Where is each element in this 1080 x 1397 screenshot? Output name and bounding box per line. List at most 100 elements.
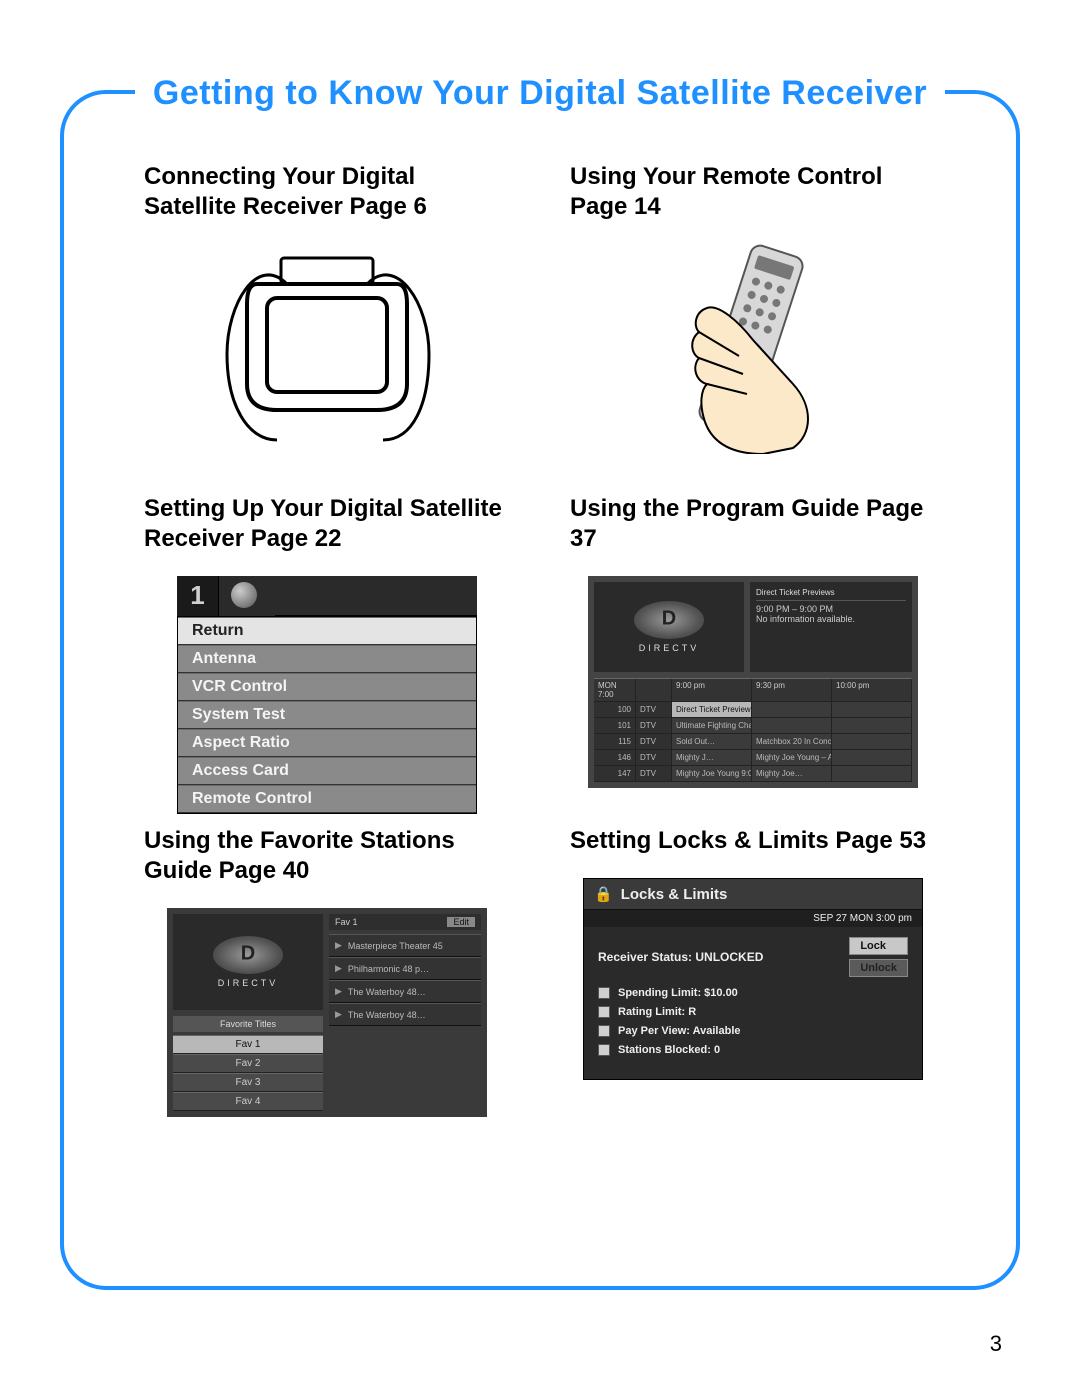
favorites-logo-box: DIRECTV [173, 914, 323, 1010]
remote-in-hand-icon [643, 244, 863, 454]
guide-logo-box: DIRECTV [594, 582, 744, 672]
guide-info-box: Direct Ticket Previews 9:00 PM – 9:00 PM… [750, 582, 912, 672]
locks-line[interactable]: Spending Limit: $10.00 [598, 987, 908, 999]
locks-panel: 🔒 Locks & Limits SEP 27 MON 3:00 pm Rece… [583, 878, 923, 1080]
section-favorites: Using the Favorite Stations Guide Page 4… [144, 826, 510, 1128]
guide-row[interactable]: 100DTVDirect Ticket Previews [594, 702, 912, 718]
guide-info-time: 9:00 PM – 9:00 PM [756, 604, 906, 614]
locks-title-text: Locks & Limits [621, 886, 728, 903]
play-icon: ▶ [335, 940, 342, 951]
page-number: 3 [990, 1331, 1002, 1357]
guide-time-header: MON 7:009:00 pm9:30 pm10:00 pm [594, 678, 912, 702]
locks-lines: Spending Limit: $10.00 Rating Limit: R Pay… [598, 987, 908, 1056]
heading-locks: Setting Locks & Limits Page 53 [570, 826, 936, 856]
play-icon: ▶ [335, 1009, 342, 1020]
guide-rows: 100DTVDirect Ticket Previews101DTVUltima… [594, 702, 912, 782]
section-locks: Setting Locks & Limits Page 53 🔒 Locks &… [570, 826, 936, 1128]
checkbox-icon [598, 1044, 610, 1056]
illustration-remote [570, 244, 936, 464]
locks-status-value: UNLOCKED [695, 950, 763, 964]
locks-timestamp: SEP 27 MON 3:00 pm [584, 910, 922, 927]
favorites-panel: DIRECTV Favorite Titles Fav 1Fav 2Fav 3F… [167, 908, 487, 1117]
dish-icon [219, 576, 275, 616]
locks-body: Receiver Status: UNLOCKED Lock Unlock Sp… [584, 927, 922, 1079]
favorites-item-label: Masterpiece Theater 45 [348, 941, 443, 951]
favorites-tabs: Fav 1Fav 2Fav 3Fav 4 [173, 1035, 323, 1111]
locks-line[interactable]: Pay Per View: Available [598, 1025, 908, 1037]
heading-connecting: Connecting Your Digital Satellite Receiv… [144, 162, 510, 222]
setup-menu-item[interactable]: Return [178, 617, 476, 645]
favorites-edit-button[interactable]: Edit [447, 917, 475, 927]
checkbox-icon [598, 987, 610, 999]
setup-menu-item[interactable]: Aspect Ratio [178, 729, 476, 757]
favorites-screenshot: DIRECTV Favorite Titles Fav 1Fav 2Fav 3F… [144, 908, 510, 1128]
setup-channel-number: 1 [177, 576, 219, 616]
favorites-tab[interactable]: Fav 2 [173, 1054, 323, 1073]
checkbox-icon [598, 1006, 610, 1018]
locks-status-label: Receiver Status: [598, 950, 692, 964]
directv-logo-icon [634, 601, 704, 639]
directv-logo-icon [213, 936, 283, 974]
guide-row[interactable]: 146DTVMighty J…Mighty Joe Young – All Da… [594, 750, 912, 766]
favorites-tab[interactable]: Fav 3 [173, 1073, 323, 1092]
locks-line-text: Rating Limit: R [618, 1006, 696, 1018]
tv-with-receiver-icon [217, 244, 437, 444]
setup-menu-list: ReturnAntennaVCR ControlSystem TestAspec… [177, 616, 477, 814]
setup-menu-panel: 1 ReturnAntennaVCR ControlSystem TestAsp… [177, 576, 477, 814]
favorites-item[interactable]: ▶ The Waterboy 48… [329, 980, 481, 1003]
directv-logo-text: DIRECTV [218, 978, 279, 988]
favorites-right: Fav 1 Edit ▶ Masterpiece Theater 45 ▶ Philh… [329, 914, 481, 1111]
setup-menu-item[interactable]: VCR Control [178, 673, 476, 701]
setup-menu-item[interactable]: System Test [178, 701, 476, 729]
illustration-tv [144, 244, 510, 464]
heading-guide: Using the Program Guide Page 37 [570, 494, 936, 554]
favorites-tab[interactable]: Fav 4 [173, 1092, 323, 1111]
heading-remote: Using Your Remote Control Page 14 [570, 162, 936, 222]
favorites-item[interactable]: ▶ The Waterboy 48… [329, 1003, 481, 1026]
sections-grid: Connecting Your Digital Satellite Receiv… [144, 162, 936, 1128]
favorites-caption: Favorite Titles [173, 1016, 323, 1032]
favorites-list-header: Fav 1 Edit [329, 914, 481, 930]
setup-menu-item[interactable]: Access Card [178, 757, 476, 785]
locks-screenshot: 🔒 Locks & Limits SEP 27 MON 3:00 pm Rece… [570, 878, 936, 1098]
locks-title-bar: 🔒 Locks & Limits [584, 879, 922, 910]
setup-screenshot: 1 ReturnAntennaVCR ControlSystem TestAsp… [144, 576, 510, 796]
setup-menu-header: 1 [177, 576, 477, 616]
lock-button[interactable]: Lock [849, 937, 908, 955]
setup-menu-item[interactable]: Remote Control [178, 785, 476, 813]
favorites-tab[interactable]: Fav 1 [173, 1035, 323, 1054]
favorites-item-label: The Waterboy 48… [348, 987, 426, 997]
section-setup: Setting Up Your Digital Satellite Receiv… [144, 494, 510, 796]
unlock-button[interactable]: Unlock [849, 959, 908, 977]
locks-line[interactable]: Stations Blocked: 0 [598, 1044, 908, 1056]
favorites-left: DIRECTV Favorite Titles Fav 1Fav 2Fav 3F… [173, 914, 323, 1111]
section-remote: Using Your Remote Control Page 14 [570, 162, 936, 464]
play-icon: ▶ [335, 963, 342, 974]
heading-favorites: Using the Favorite Stations Guide Page 4… [144, 826, 510, 886]
favorites-item[interactable]: ▶ Philharmonic 48 p… [329, 957, 481, 980]
checkbox-icon [598, 1025, 610, 1037]
guide-screenshot: DIRECTV Direct Ticket Previews 9:00 PM –… [570, 576, 936, 796]
locks-status: Receiver Status: UNLOCKED [598, 950, 763, 964]
locks-line-text: Spending Limit: $10.00 [618, 987, 738, 999]
page-title: Getting to Know Your Digital Satellite R… [135, 74, 945, 113]
directv-logo-text: DIRECTV [639, 643, 700, 653]
guide-row[interactable]: 115DTVSold Out…Matchbox 20 In Concert – … [594, 734, 912, 750]
locks-line[interactable]: Rating Limit: R [598, 1006, 908, 1018]
favorites-item-label: The Waterboy 48… [348, 1010, 426, 1020]
guide-row[interactable]: 147DTVMighty Joe Young 9:00D…Mighty Joe… [594, 766, 912, 782]
locks-line-text: Stations Blocked: 0 [618, 1044, 720, 1056]
guide-row[interactable]: 101DTVUltimate Fighting Championship Sep… [594, 718, 912, 734]
play-icon: ▶ [335, 986, 342, 997]
setup-menu-item[interactable]: Antenna [178, 645, 476, 673]
favorites-list-title: Fav 1 [335, 917, 358, 927]
favorites-item-label: Philharmonic 48 p… [348, 964, 429, 974]
heading-setup: Setting Up Your Digital Satellite Receiv… [144, 494, 510, 554]
title-wrap: Getting to Know Your Digital Satellite R… [64, 74, 1016, 113]
favorites-item[interactable]: ▶ Masterpiece Theater 45 [329, 934, 481, 957]
lock-icon: 🔒 [594, 885, 613, 903]
content-frame: Getting to Know Your Digital Satellite R… [60, 90, 1020, 1290]
guide-info-desc: No information available. [756, 614, 906, 624]
section-guide: Using the Program Guide Page 37 DIRECTV … [570, 494, 936, 796]
locks-line-text: Pay Per View: Available [618, 1025, 741, 1037]
